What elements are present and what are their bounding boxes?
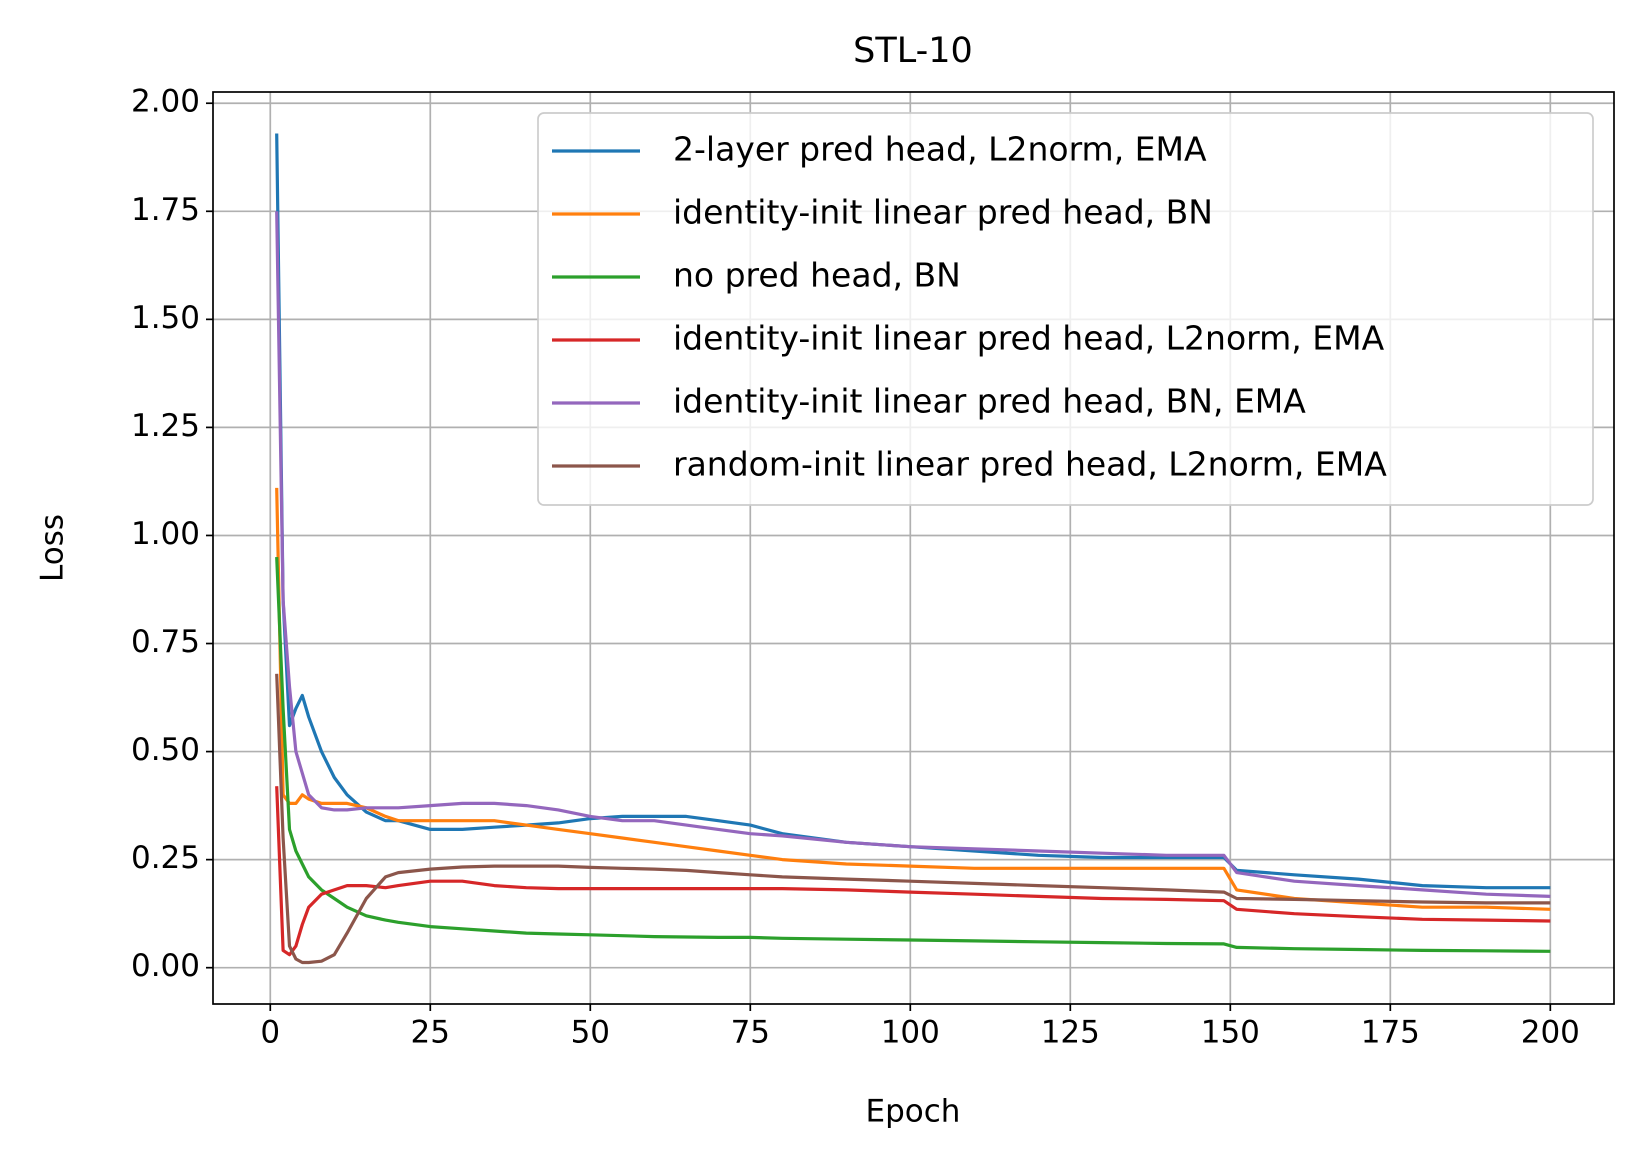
x-tick-label: 75	[731, 1015, 770, 1051]
legend-label: identity-init linear pred head, BN, EMA	[673, 382, 1306, 421]
y-tick-label: 1.25	[131, 408, 200, 444]
x-tick-label: 25	[411, 1015, 450, 1051]
y-tick-label: 0.25	[131, 840, 200, 876]
x-tick-label: 0	[260, 1015, 280, 1051]
y-axis-label: Loss	[35, 514, 71, 582]
x-tick-label: 175	[1361, 1015, 1420, 1051]
y-tick-label: 0.75	[131, 624, 200, 660]
y-tick-label: 0.50	[131, 732, 200, 768]
y-tick-label: 1.50	[131, 300, 200, 336]
chart-title: STL-10	[853, 31, 973, 71]
legend: 2-layer pred head, L2norm, EMA identity-i…	[537, 112, 1594, 506]
series-line	[275, 487, 1551, 911]
y-tick-label: 1.00	[131, 516, 200, 552]
x-tick-label: 100	[881, 1015, 940, 1051]
legend-frame	[537, 112, 1594, 506]
y-tick-label: 1.75	[131, 192, 200, 228]
plot-frame	[212, 91, 1615, 1005]
y-tick-label: 0.00	[131, 948, 200, 984]
x-axis-label: Epoch	[866, 1094, 961, 1130]
legend-label: identity-init linear pred head, L2norm, …	[673, 319, 1385, 358]
legend-label: 2-layer pred head, L2norm, EMA	[673, 130, 1207, 169]
legend-label: random-init linear pred head, L2norm, EM…	[673, 445, 1387, 484]
series-line	[275, 673, 1551, 965]
legend-label: no pred head, BN	[673, 256, 961, 295]
legend-label: identity-init linear pred head, BN	[673, 193, 1213, 232]
series-line	[275, 211, 1551, 898]
x-tick-label: 150	[1201, 1015, 1260, 1051]
x-tick-label: 200	[1521, 1015, 1580, 1051]
x-tick-label: 125	[1041, 1015, 1100, 1051]
y-tick-label: 2.00	[131, 84, 200, 120]
x-tick-label: 50	[571, 1015, 610, 1051]
series-line	[275, 786, 1551, 957]
series-line	[275, 557, 1551, 953]
